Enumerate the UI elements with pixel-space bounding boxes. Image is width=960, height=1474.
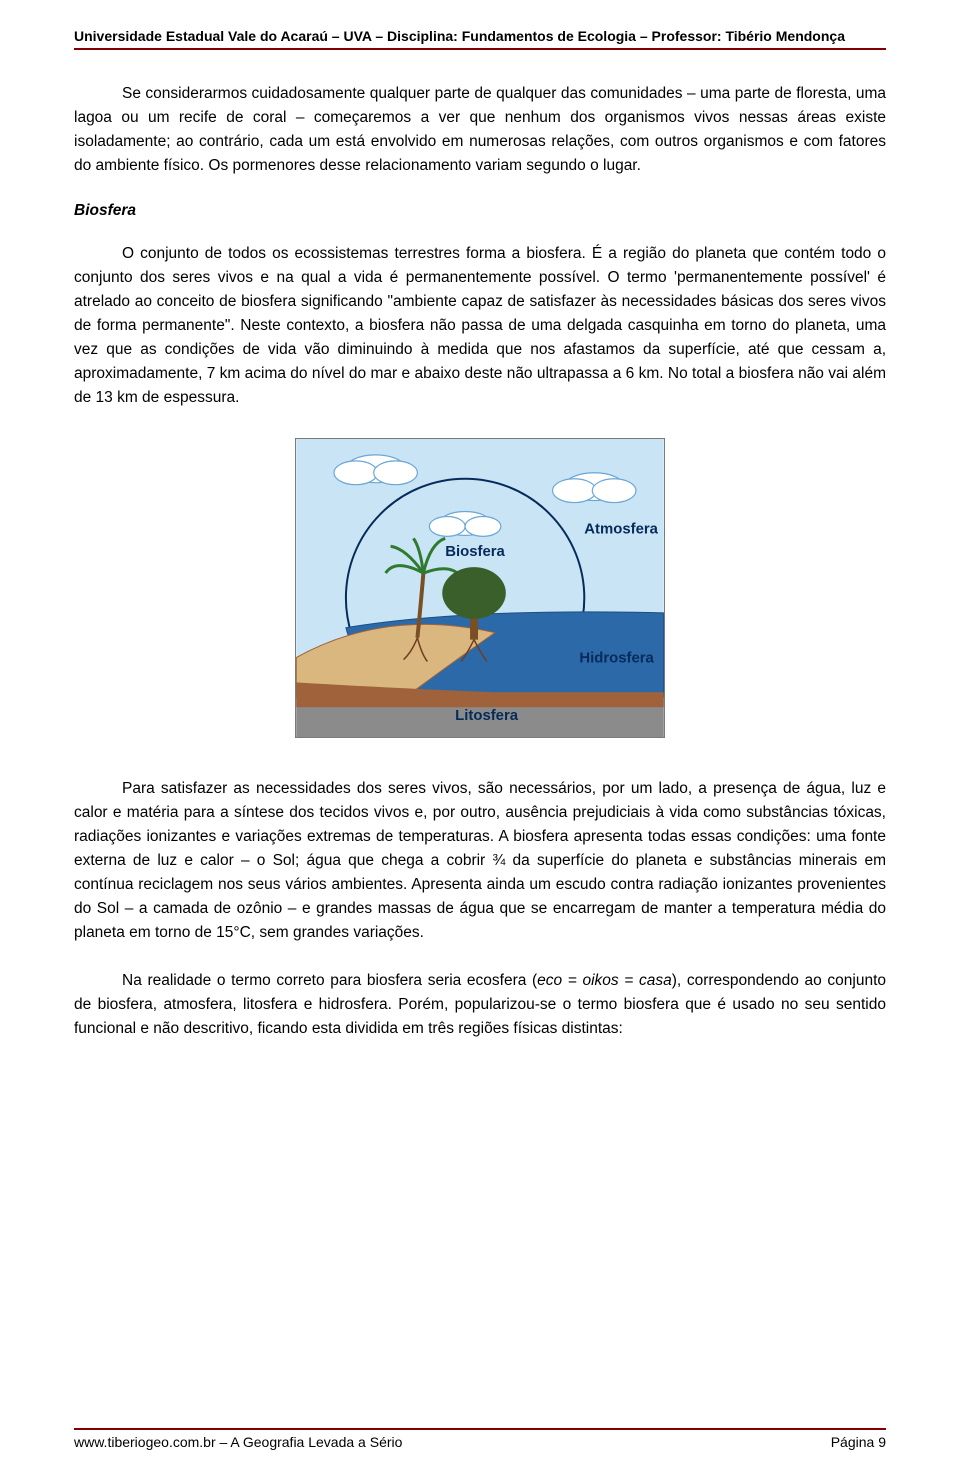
paragraph-4a: Na realidade o termo correto para biosfe… bbox=[122, 972, 537, 989]
svg-text:Litosfera: Litosfera bbox=[455, 708, 519, 724]
footer-right: Página 9 bbox=[831, 1434, 886, 1450]
biosphere-diagram: Biosfera Atmosfera Hidrosfera Litosfera bbox=[74, 438, 886, 743]
paragraph-3: Para satisfazer as necessidades dos sere… bbox=[74, 777, 886, 945]
page: Universidade Estadual Vale do Acaraú – U… bbox=[0, 0, 960, 1474]
svg-text:Atmosfera: Atmosfera bbox=[584, 522, 658, 538]
paragraph-2: O conjunto de todos os ecossistemas terr… bbox=[74, 242, 886, 410]
svg-text:Hidrosfera: Hidrosfera bbox=[579, 651, 654, 667]
page-header: Universidade Estadual Vale do Acaraú – U… bbox=[74, 28, 886, 50]
paragraph-4-eco: eco = oikos = casa bbox=[537, 972, 672, 989]
paragraph-1: Se considerarmos cuidadosamente qualquer… bbox=[74, 82, 886, 178]
paragraph-4: Na realidade o termo correto para biosfe… bbox=[74, 969, 886, 1041]
footer-left: www.tiberiogeo.com.br – A Geografia Leva… bbox=[74, 1434, 402, 1450]
page-footer: www.tiberiogeo.com.br – A Geografia Leva… bbox=[74, 1428, 886, 1450]
svg-text:Biosfera: Biosfera bbox=[445, 544, 505, 560]
section-title-biosfera: Biosfera bbox=[74, 202, 886, 220]
biosphere-svg: Biosfera Atmosfera Hidrosfera Litosfera bbox=[295, 438, 665, 738]
